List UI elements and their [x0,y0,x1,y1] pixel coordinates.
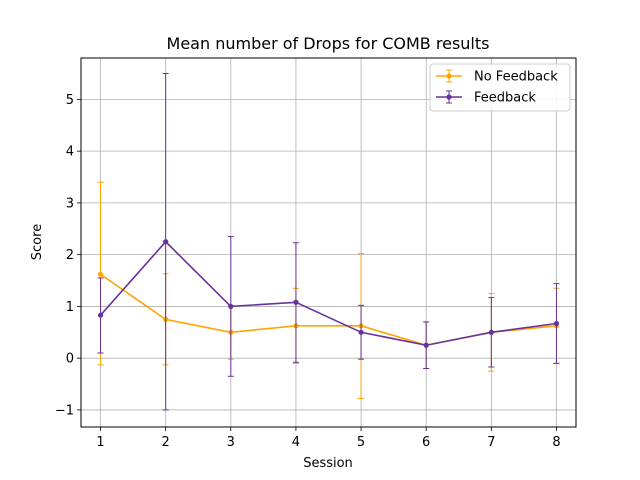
x-tick-label: 4 [292,435,300,450]
y-tick-label: 3 [66,196,74,211]
data-point [163,239,169,245]
x-tick-label: 5 [357,435,365,450]
legend-label: No Feedback [474,70,558,85]
x-tick-label: 2 [162,435,170,450]
legend: No Feedback Feedback [429,63,571,112]
y-axis-title: Score [30,224,45,260]
y-axis: −1 0 1 2 3 4 5 [55,93,81,418]
data-point [228,303,234,310]
series-feedback [97,73,560,411]
x-tick-label: 8 [552,435,560,450]
legend-marker [446,73,452,79]
legend-label: Feedback [474,91,536,106]
legend-marker [446,94,452,100]
legend-item: No Feedback [436,69,558,85]
data-point [488,329,494,335]
x-tick-label: 3 [227,435,235,450]
y-tick-label: 2 [66,248,74,263]
data-point [423,342,429,348]
data-point [358,329,364,335]
series-layer [97,73,560,411]
data-point [293,299,299,305]
x-axis: 1 2 3 4 5 6 7 8 [96,427,561,450]
y-tick-label: 0 [66,352,74,367]
x-tick-label: 7 [487,435,495,450]
y-tick-label: 4 [66,145,74,160]
y-tick-label: 1 [66,300,74,315]
data-point [97,312,104,318]
x-tick-label: 1 [96,435,104,450]
legend-box [429,63,571,112]
series-line [99,240,557,347]
data-point [97,271,104,277]
y-tick-label: −1 [55,403,74,418]
data-point [553,320,560,327]
chart-title: Mean number of Drops for COMB results [167,34,490,53]
legend-item: Feedback [436,90,536,106]
x-tick-label: 6 [422,435,430,450]
x-axis-title: Session [303,456,353,471]
plot-frame [80,57,577,428]
y-tick-label: 5 [66,93,74,108]
